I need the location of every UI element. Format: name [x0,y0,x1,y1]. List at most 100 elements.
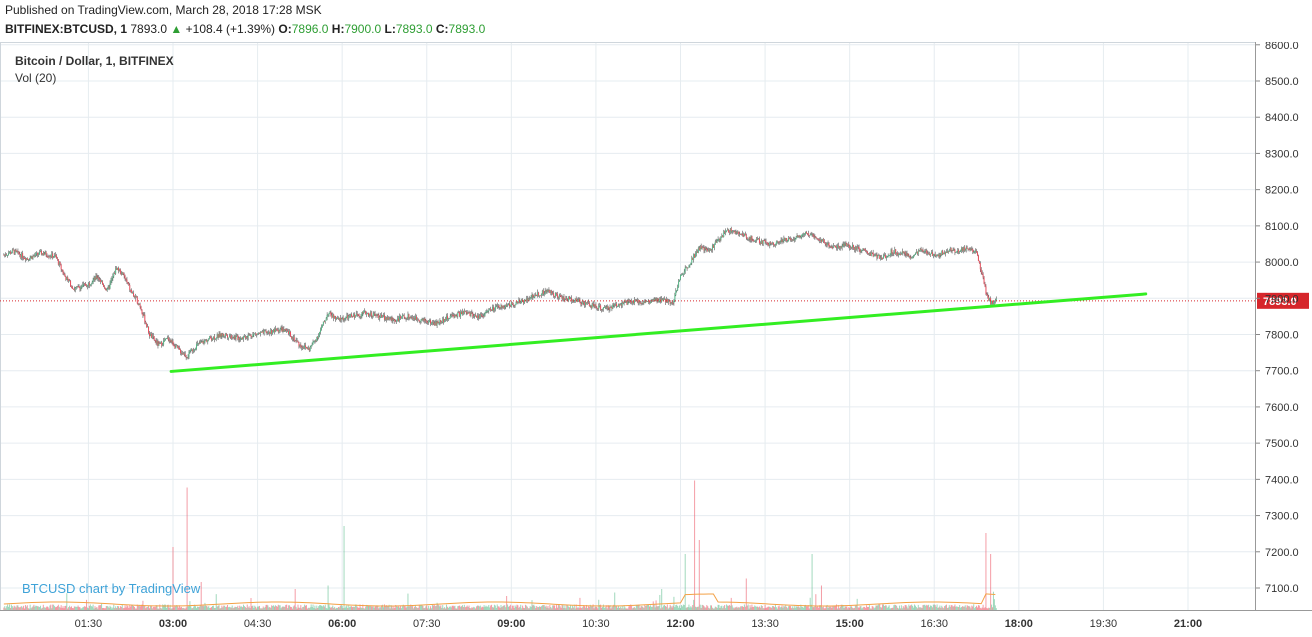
candle-body [33,255,35,257]
volume-bar [188,605,190,610]
candle-body [337,318,339,320]
candle-body [752,240,754,242]
candle-body [415,316,417,320]
candle-body [589,305,591,307]
volume-bar [307,607,309,610]
candle-body [379,316,381,319]
candle-body [795,237,797,240]
candle-body [349,316,351,317]
volume-bar [975,606,977,610]
volume-bar [410,604,412,610]
candle-body [67,277,69,280]
volume-bar [113,604,115,610]
volume-bar [274,605,276,610]
volume-bar [965,607,967,610]
volume-bar [799,607,801,610]
volume-bar [459,605,461,610]
volume-bar [877,605,879,610]
candle-body [849,245,851,248]
candle-body [47,256,49,258]
volume-bar [672,605,674,610]
candle-body [945,251,947,253]
candle-body [51,253,53,257]
volume-bar [740,606,742,610]
candle-body [126,279,128,283]
volume-bar [495,607,497,610]
volume-bar [335,608,337,610]
candle-body [876,254,878,258]
candle-body [696,251,698,253]
candle-body [756,238,758,241]
volume-bar [983,608,985,610]
candle-body [537,292,539,296]
volume-bar [833,606,835,610]
candle-body [199,342,201,344]
volume-bar [899,608,901,610]
volume-bar [153,606,155,610]
volume-bar [929,605,931,610]
candle-body [881,257,883,259]
candle-body [367,313,369,316]
volume-bar [452,605,454,610]
volume-bar [226,606,228,610]
legend-symbol-title: Bitcoin / Dollar, 1, BITFINEX [15,54,174,68]
candle-body [148,326,150,333]
candle-body [847,243,849,247]
candle-body [283,329,285,332]
candle-body [200,342,202,343]
candle-body [841,246,843,248]
volume-bar [506,596,508,610]
volume-bar [227,604,229,610]
volume-bar [835,605,837,610]
candle-body [76,286,78,288]
volume-bar [13,605,15,610]
volume-bar [625,608,627,610]
volume-bar [905,605,907,610]
candle-body [320,329,322,333]
volume-bar [258,606,260,610]
volume-bar [361,607,363,610]
volume-bar [604,607,606,610]
volume-bar [341,606,343,610]
volume-bar [186,487,188,610]
candle-body [160,341,162,344]
candle-body [771,242,773,244]
volume-bar [878,604,880,610]
volume-bar [523,608,525,610]
volume-bar [331,607,333,610]
volume-bar [455,608,457,610]
volume-bar [598,599,600,610]
price-chart[interactable]: 7893.0 8600.08500.08400.08300.08200.0810… [0,42,1312,637]
volume-bar [509,604,511,610]
volume-bar [42,604,44,610]
volume-bar [467,606,469,610]
volume-bar [211,607,213,610]
open-label: O: [278,22,292,36]
candle-body [601,308,603,310]
candle-body [214,338,216,340]
candle-body [54,254,56,257]
candle-body [318,335,320,338]
candle-body [113,273,115,277]
candle-body [421,319,423,320]
tradingview-watermark[interactable]: BTCUSD chart by TradingView [22,581,201,596]
volume-bar [421,605,423,610]
candle-body [45,251,47,256]
volume-bar [388,604,390,610]
candle-body [674,294,676,301]
candle-body [773,244,775,246]
volume-bar [473,606,475,610]
candle-body [202,340,204,344]
candle-body [746,237,748,240]
candle-body [751,236,753,241]
volume-bar [441,607,443,610]
volume-bar [205,605,207,610]
volume-bar [510,608,512,610]
volume-bar [369,606,371,610]
volume-bar [778,605,780,610]
candle-body [39,250,41,252]
volume-bar [135,608,137,610]
volume-bar [530,606,532,610]
candle-body [632,301,634,304]
volume-bar [172,547,174,610]
